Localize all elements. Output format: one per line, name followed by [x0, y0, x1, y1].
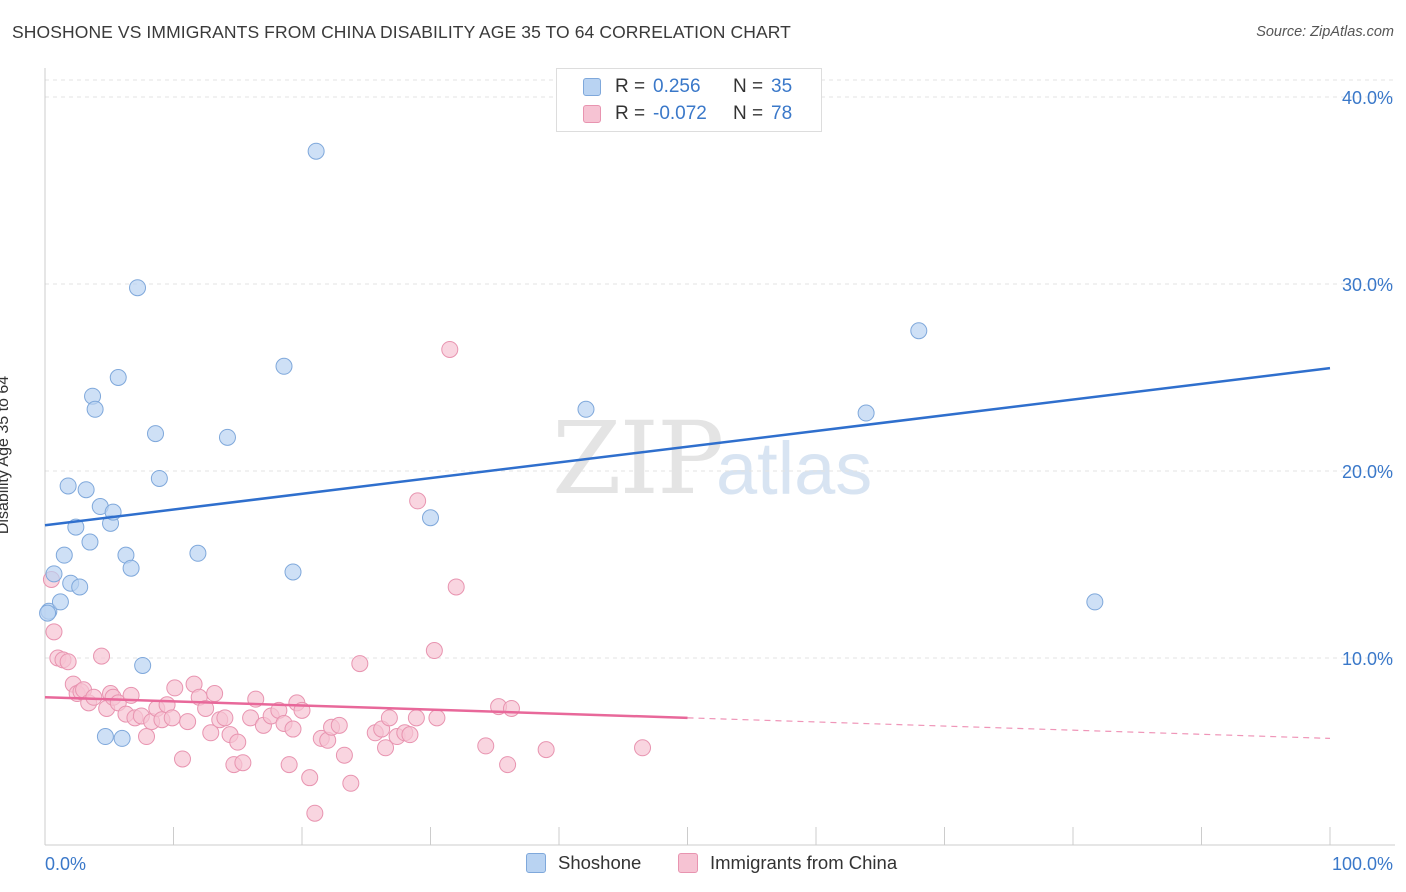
- china-point: [216, 709, 234, 727]
- legend-r-label: R =: [615, 76, 646, 97]
- x-tick-label: 100.0%: [1332, 854, 1393, 874]
- legend-swatch-china: [678, 853, 698, 873]
- china-point: [179, 713, 197, 731]
- china-point: [45, 623, 63, 641]
- legend-label-china: Immigrants from China: [710, 852, 898, 873]
- shoshone-point: [857, 404, 875, 422]
- china-point: [401, 726, 419, 744]
- china-point: [409, 492, 427, 510]
- shoshone-point: [45, 565, 63, 583]
- legend-item-china: Immigrants from China: [678, 852, 897, 874]
- legend-row-china: R = -0.072 N = 78: [557, 101, 792, 127]
- legend-n-value: 78: [771, 103, 793, 124]
- china-point: [330, 716, 348, 734]
- china-trendline: [44, 696, 688, 720]
- china-trendline-dashed: [687, 717, 1331, 740]
- shoshone-point: [71, 578, 89, 596]
- shoshone-point: [109, 369, 127, 386]
- legend-r-label: R =: [615, 103, 646, 124]
- china-point: [634, 739, 652, 757]
- shoshone-point: [150, 469, 168, 487]
- shoshone-point: [51, 593, 69, 611]
- shoshone-point: [189, 544, 207, 562]
- shoshone-point: [122, 559, 140, 577]
- china-point: [202, 724, 220, 742]
- legend-row-shoshone: R = 0.256 N = 35: [557, 74, 792, 100]
- shoshone-point: [577, 400, 595, 418]
- shoshone-point: [307, 142, 325, 160]
- china-point: [173, 750, 191, 768]
- legend-r-value: -0.072: [653, 103, 707, 124]
- china-point: [138, 728, 156, 746]
- y-tick-label: 10.0%: [1342, 649, 1393, 669]
- china-point: [377, 739, 395, 757]
- china-point: [234, 754, 252, 772]
- legend-r-value: 0.256: [653, 76, 701, 97]
- china-point: [335, 746, 353, 764]
- y-tick-label: 40.0%: [1342, 88, 1393, 108]
- china-point: [280, 756, 298, 774]
- x-tick-label: 0.0%: [45, 854, 86, 874]
- china-point: [407, 709, 425, 727]
- shoshone-point: [1086, 593, 1104, 611]
- china-point: [163, 709, 181, 727]
- legend-swatch-shoshone: [583, 78, 601, 96]
- shoshone-point: [113, 729, 131, 747]
- shoshone-point: [39, 604, 57, 622]
- china-point: [306, 804, 324, 822]
- china-point: [537, 741, 555, 759]
- china-point: [301, 769, 319, 787]
- china-point: [351, 655, 369, 673]
- series-legend: Shoshone Immigrants from China: [0, 852, 1406, 878]
- shoshone-point: [275, 357, 293, 375]
- china-point: [380, 709, 398, 727]
- china-point: [166, 679, 184, 697]
- correlation-legend: R = 0.256 N = 35 R = -0.072 N = 78: [556, 68, 822, 132]
- china-point: [242, 709, 260, 727]
- shoshone-point: [77, 481, 95, 499]
- china-point: [502, 699, 520, 717]
- legend-n-value: 35: [771, 76, 793, 97]
- shoshone-point: [218, 428, 236, 446]
- china-point: [93, 647, 111, 665]
- shoshone-point: [284, 563, 302, 581]
- china-point: [85, 688, 103, 706]
- china-point: [197, 699, 215, 717]
- china-point: [441, 340, 459, 358]
- y-tick-label: 30.0%: [1342, 275, 1393, 295]
- legend-swatch-china: [583, 105, 601, 123]
- china-point: [425, 642, 443, 660]
- shoshone-point: [910, 322, 928, 340]
- china-point: [447, 578, 465, 596]
- shoshone-point: [147, 425, 165, 443]
- shoshone-point: [134, 656, 152, 674]
- shoshone-point: [129, 279, 147, 297]
- legend-item-shoshone: Shoshone: [526, 852, 641, 874]
- shoshone-point: [81, 533, 99, 551]
- legend-n-label: N =: [733, 103, 764, 124]
- shoshone-point: [96, 728, 114, 746]
- shoshone-trendline: [44, 366, 1331, 527]
- shoshone-point: [422, 509, 439, 527]
- legend-n-label: N =: [733, 76, 764, 97]
- shoshone-point: [59, 477, 77, 495]
- legend-swatch-shoshone: [526, 853, 546, 873]
- china-point: [428, 709, 446, 727]
- china-point: [206, 685, 224, 703]
- y-tick-label: 20.0%: [1342, 462, 1393, 482]
- china-point: [342, 774, 360, 792]
- shoshone-point: [55, 546, 73, 564]
- china-point: [284, 720, 302, 738]
- source-label: Source: ZipAtlas.com: [1256, 24, 1394, 40]
- y-axis-label: Disability Age 35 to 64: [0, 375, 12, 535]
- legend-label-shoshone: Shoshone: [558, 852, 642, 873]
- shoshone-point: [86, 400, 104, 418]
- chart-title: SHOSHONE VS IMMIGRANTS FROM CHINA DISABI…: [12, 22, 791, 42]
- china-point: [59, 653, 77, 671]
- china-point: [477, 737, 495, 755]
- china-point: [499, 756, 517, 774]
- china-point: [229, 733, 247, 751]
